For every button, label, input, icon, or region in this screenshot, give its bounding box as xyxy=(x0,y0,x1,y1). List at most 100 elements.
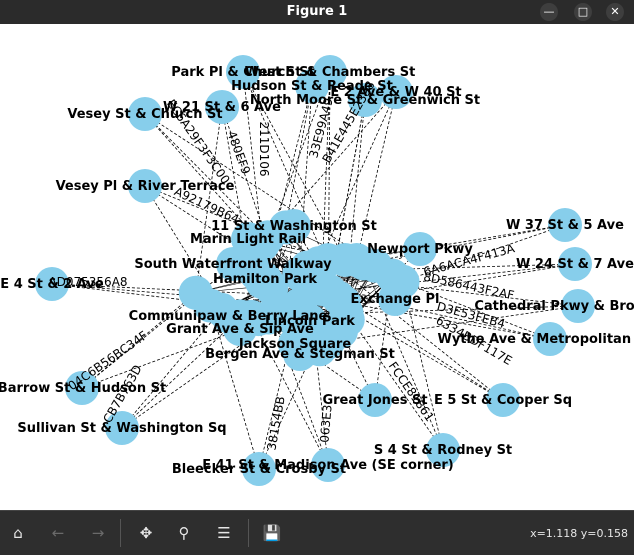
graph-edge xyxy=(209,305,260,470)
graph-node xyxy=(226,55,260,89)
graph-node xyxy=(211,299,245,333)
graph-edge xyxy=(318,91,397,264)
pan-icon[interactable]: ✥ xyxy=(139,524,153,542)
home-icon[interactable]: ⌂ xyxy=(13,524,23,542)
graph-edge xyxy=(242,71,263,245)
graph-node xyxy=(330,302,365,337)
node-label: W 21 St & 6 Ave xyxy=(163,100,281,115)
graph-edge xyxy=(195,106,223,293)
graph-node xyxy=(339,242,374,277)
node-label: Jackson Square xyxy=(238,337,352,352)
node-label: W 24 St & 7 Ave xyxy=(516,257,634,272)
graph-node xyxy=(282,257,317,292)
graph-node xyxy=(533,322,567,356)
node-label: South Waterfront Walkway xyxy=(134,257,332,272)
graph-edge xyxy=(374,275,393,401)
node-label: E 41 St & Madison Ave (SE corner) xyxy=(202,458,454,473)
save-icon[interactable]: 💾 xyxy=(262,524,282,542)
node-label: Cathedral Pkwy & Broadway xyxy=(474,299,634,314)
graph-edge xyxy=(144,185,255,257)
minimize-icon[interactable]: — xyxy=(540,3,558,21)
node-label: Bergen Ave & Stegman St xyxy=(205,347,395,362)
configure-subplots-icon[interactable]: ☰ xyxy=(217,524,231,542)
node-label: Hamilton Park xyxy=(213,272,317,287)
window-titlebar: Figure 1 — □ ✕ xyxy=(0,0,634,24)
graph-edge xyxy=(402,281,444,451)
zoom-icon[interactable]: ⚲ xyxy=(178,524,190,542)
graph-node xyxy=(311,448,345,482)
graph-edge xyxy=(242,71,346,261)
graph-node xyxy=(403,232,437,266)
node-label: 11 St & Washington St xyxy=(211,219,377,234)
maximize-icon[interactable]: □ xyxy=(574,3,592,21)
node-label: Exchange Pl xyxy=(351,292,440,307)
network-graph[interactable]: AD075356A804C6B56BC34FCB7B763D6334BDF117… xyxy=(0,24,634,510)
graph-node xyxy=(128,97,162,131)
graph-edge xyxy=(298,85,313,275)
graph-node xyxy=(242,452,276,486)
node-label: Hudson St & Reade St xyxy=(231,79,393,94)
graph-node xyxy=(248,262,282,296)
node-label: Barrow St & Hudson St xyxy=(0,381,166,396)
cursor-coordinates: x=1.118 y=0.158 xyxy=(530,527,628,540)
node-label: Park Pl & Church St xyxy=(171,65,314,80)
node-label: W 37 St & 5 Ave xyxy=(506,218,624,233)
graph-edge xyxy=(261,85,313,283)
node-label: Lincoln Park xyxy=(265,314,355,329)
node-label: Vesey Pl & River Terrace xyxy=(56,179,235,194)
graph-node xyxy=(231,222,265,256)
graph-node xyxy=(310,243,345,278)
edge-label: 38154BB xyxy=(264,395,287,451)
graph-edge xyxy=(221,106,259,320)
graph-node xyxy=(128,169,162,203)
graph-edge xyxy=(363,263,444,451)
node-label: Great Jones St xyxy=(322,393,427,408)
node-label: S 4 St & Rodney St xyxy=(374,443,512,458)
graph-edge xyxy=(321,288,551,340)
node-label: West St & Chambers St xyxy=(245,65,416,80)
edge-label: 211D106 xyxy=(257,121,271,176)
graph-node xyxy=(426,433,460,467)
node-label: North Moore St & Greenwich St xyxy=(250,93,480,108)
node-label: Communipaw & Berry Lane xyxy=(129,309,328,324)
graph-edge xyxy=(254,255,504,401)
graph-node xyxy=(348,83,382,117)
node-label: Marin Light Rail xyxy=(190,232,306,247)
graph-node xyxy=(283,337,317,371)
graph-node xyxy=(558,247,592,281)
node-label: E 5 St & Cooper Sq xyxy=(434,393,572,408)
toolbar-separator xyxy=(248,519,249,547)
graph-node xyxy=(266,297,301,332)
close-icon[interactable]: ✕ xyxy=(606,3,624,21)
graph-node xyxy=(105,411,139,445)
node-label: Sullivan St & Washington Sq xyxy=(17,421,226,436)
graph-node xyxy=(65,371,99,405)
edge-label: 063E3 xyxy=(317,404,334,443)
graph-node xyxy=(379,75,413,109)
graph-edge xyxy=(51,283,339,298)
graph-edge xyxy=(144,185,328,261)
graph-node xyxy=(277,209,311,243)
window-title: Figure 1 xyxy=(286,4,348,19)
edge-label: AD075356A8 xyxy=(48,275,127,289)
graph-node xyxy=(295,69,329,103)
node-label: Newport Pkwy xyxy=(367,242,473,257)
graph-node xyxy=(293,304,327,338)
forward-arrow-icon[interactable]: → xyxy=(91,524,105,542)
graph-edge xyxy=(402,224,566,282)
graph-node xyxy=(358,383,392,417)
graph-node xyxy=(35,267,69,301)
graph-edge xyxy=(363,224,566,264)
graph-edge xyxy=(121,309,222,429)
back-arrow-icon[interactable]: ← xyxy=(51,524,65,542)
graph-node xyxy=(378,282,412,316)
graph-edge xyxy=(356,91,397,261)
node-label: E 2 Ave & W 40 St xyxy=(330,85,461,100)
graph-node xyxy=(548,208,582,242)
graph-edge xyxy=(242,71,345,303)
node-label: Grant Ave & Sip Ave xyxy=(166,322,314,337)
navigation-toolbar: ⌂ ← → ✥ ⚲ ☰ 💾 x=1.118 y=0.158 xyxy=(0,510,634,555)
figure-canvas[interactable]: AD075356A8 04C6B56BC34F CB7B763D 6334BDF117… xyxy=(0,24,634,510)
node-label: Wythe Ave & Metropolitan Ave xyxy=(437,332,634,347)
